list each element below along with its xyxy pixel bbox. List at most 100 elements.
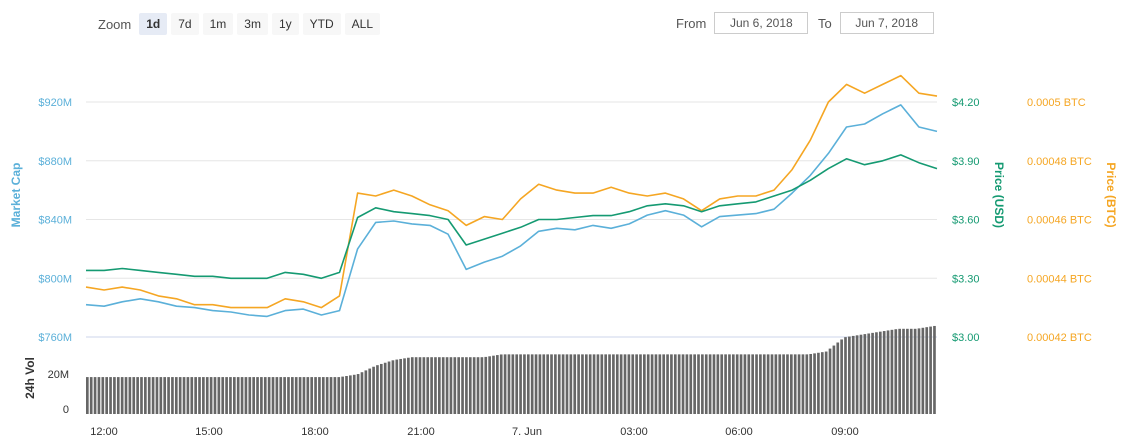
volume-bar [697,354,700,414]
volume-bar [499,354,503,414]
volume-bar [387,361,391,414]
price-btc-tick-label: 0.0005 BTC [1027,97,1086,109]
volume-bar [391,360,395,414]
volume-bar [453,357,457,414]
volume-bar [828,348,832,414]
zoom-button-ytd[interactable]: YTD [302,13,341,35]
volume-bar [840,339,843,414]
volume-bar [689,354,693,414]
zoom-button-1d[interactable]: 1d [139,13,168,35]
volume-bar [310,377,314,414]
volume-bar [318,377,321,414]
volume-bar [906,328,909,414]
volume-bar [356,374,360,414]
volume-axis-title: 24h Vol [23,357,37,399]
x-tick-label: 09:00 [831,426,859,438]
volume-bar [913,328,917,414]
volume-bar [654,354,658,414]
zoom-button-1m[interactable]: 1m [202,13,234,35]
volume-bar [198,377,201,414]
volume-bar [144,377,147,414]
volume-bar [213,377,217,414]
volume-bar [368,368,372,414]
volume-bar [496,355,499,414]
volume-bar [608,354,611,414]
volume-bar [167,377,170,414]
volume-bar [542,354,546,414]
to-label: To [818,15,832,31]
x-tick-label: 03:00 [620,426,648,438]
volume-bar [673,354,677,414]
zoom-button-3m[interactable]: 3m [237,13,268,35]
volume-bar [526,354,530,414]
volume-bar [646,354,650,414]
volume-bar [859,334,863,414]
volume-bar [875,332,878,414]
volume-bar [851,335,855,414]
x-tick-label: 21:00 [407,426,435,438]
volume-bar [759,354,762,414]
market-cap-tick-label: $840M [38,215,72,227]
volume-bar [643,354,646,414]
volume-bar [101,377,105,414]
volume-bar [554,354,557,414]
price-usd-tick-label: $3.90 [952,156,980,168]
from-label: From [676,15,707,31]
volume-bar [186,377,190,414]
from-date-input[interactable] [714,12,809,34]
volume-bar [414,357,418,414]
volume-bar [345,376,348,414]
x-tick-label: 12:00 [90,426,118,438]
volume-bar [113,377,116,414]
date-range-from: From [676,12,809,34]
volume-bar [917,328,921,414]
volume-bar [519,354,522,414]
volume-bar [615,354,619,414]
volume-bar [561,354,565,414]
volume-bar [604,354,608,414]
price-btc-tick-label: 0.00046 BTC [1027,215,1092,227]
volume-bar [352,374,356,414]
volume-bar [890,329,894,414]
to-date-input[interactable] [839,12,934,34]
x-tick-label: 7. Jun [512,426,542,438]
market-cap-tick-label: $880M [38,156,72,168]
zoom-button-all[interactable]: ALL [344,13,380,35]
volume-bar [383,362,387,414]
price-btc-line [85,74,938,309]
volume-bar [685,354,689,414]
volume-bar [488,356,491,414]
volume-bar [248,377,252,414]
volume-bar [836,342,840,414]
volume-bar [716,354,720,414]
volume-bar [832,345,836,414]
x-tick-label: 06:00 [725,426,753,438]
volume-bar [97,377,101,414]
volume-bar [279,377,283,414]
volume-bar [182,377,186,414]
volume-bar [515,354,519,414]
volume-bar [124,377,128,414]
volume-bar [793,354,797,414]
volume-bar [623,354,627,414]
volume-bar [217,377,221,414]
volume-bar [132,377,136,414]
volume-bar [592,354,596,414]
volume-bar [878,331,882,414]
volume-bar [538,354,542,414]
zoom-button-1y[interactable]: 1y [271,13,299,35]
volume-bar [194,377,197,414]
volume-bar [670,354,673,414]
volume-bar [569,354,573,414]
volume-bar [275,377,279,414]
volume-bar [449,357,453,414]
volume-bar [557,354,561,414]
volume-bar [581,354,584,414]
volume-bar [287,377,290,414]
volume-bar [782,354,785,414]
volume-bar [801,354,805,414]
volume-bar [739,354,743,414]
zoom-button-7d[interactable]: 7d [171,13,199,35]
volume-bar [921,327,925,414]
volume-bar [770,354,774,414]
